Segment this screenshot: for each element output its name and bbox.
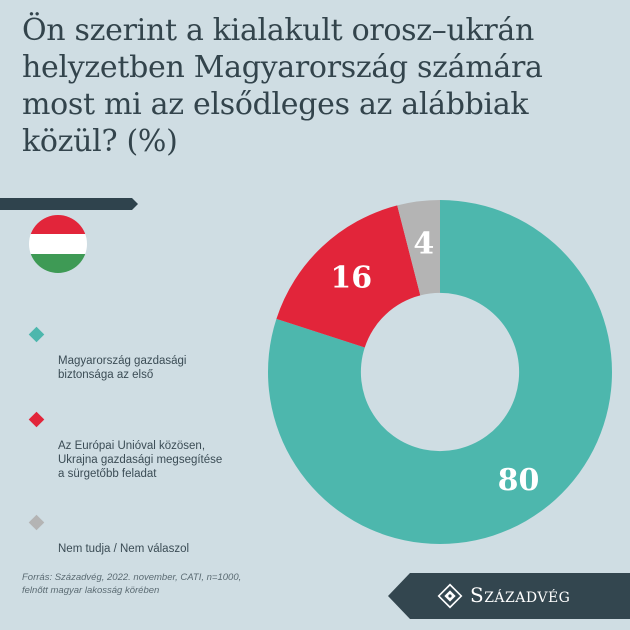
donut-slice xyxy=(268,200,612,544)
legend-item: Az Európai Unióval közösen, Ukrajna gazd… xyxy=(28,411,260,481)
source-note: Forrás: Századvég, 2022. november, CATI,… xyxy=(22,572,242,596)
donut-slice xyxy=(276,205,421,348)
legend-item: Magyarország gazdasági biztonsága az els… xyxy=(28,326,260,382)
legend-label: Az Európai Unióval közösen, Ukrajna gazd… xyxy=(58,440,223,480)
chart-legend: Magyarország gazdasági biztonsága az els… xyxy=(28,326,260,556)
flag-stripe-green xyxy=(29,253,87,273)
brand-name: Századvég xyxy=(470,583,571,607)
flag-stripe-white xyxy=(29,234,87,254)
chart-title: Ön szerint a kialakult orosz–ukrán helyz… xyxy=(22,13,543,159)
legend-label: Nem tudja / Nem válaszol xyxy=(58,543,190,555)
legend-label: Magyarország gazdasági biztonsága az els… xyxy=(58,355,187,381)
slice-value-label: 80 xyxy=(498,463,540,498)
flag-stripe-red xyxy=(29,215,87,235)
hungarian-flag-icon xyxy=(29,215,87,273)
donut-slice xyxy=(397,200,440,296)
title-divider xyxy=(0,198,138,210)
slice-value-label: 4 xyxy=(413,226,434,261)
legend-item: Nem tudja / Nem válaszol xyxy=(28,514,260,556)
slice-value-label: 16 xyxy=(330,261,372,296)
brand-banner: Századvég xyxy=(388,573,630,619)
szazadveg-logo-icon xyxy=(437,583,463,609)
